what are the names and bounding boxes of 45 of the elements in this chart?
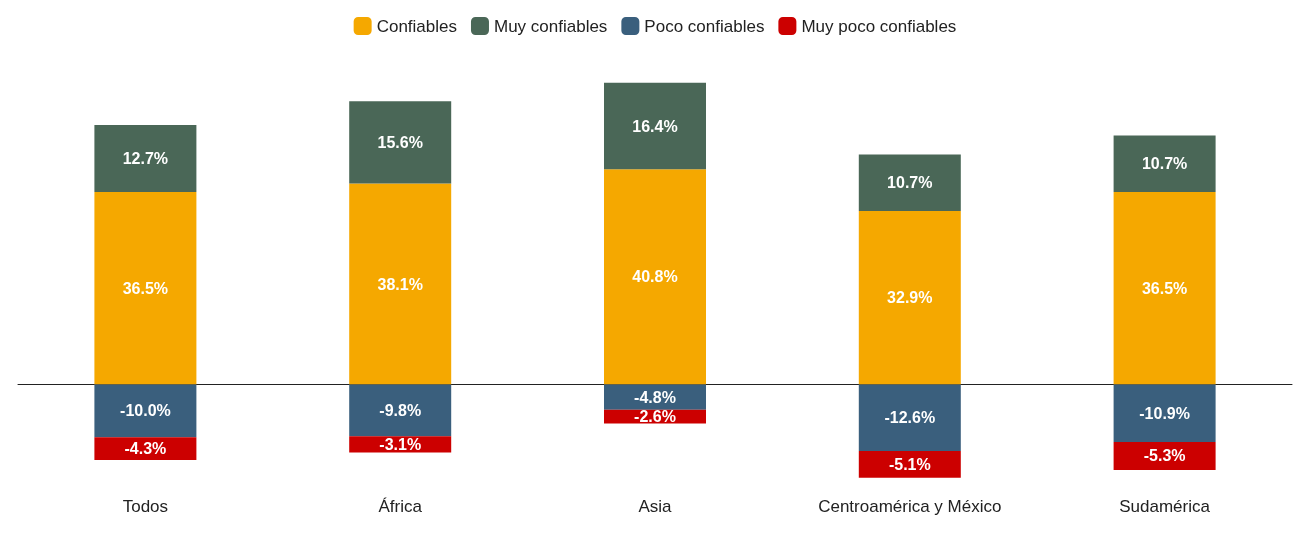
bar xyxy=(94,124,197,192)
data-label: -10.0% xyxy=(120,402,171,420)
data-label: 10.7% xyxy=(887,174,933,192)
bar xyxy=(604,82,706,170)
data-label: 38.1% xyxy=(377,275,423,293)
bar xyxy=(604,169,706,385)
data-label: 40.8% xyxy=(632,268,678,286)
data-label: -12.6% xyxy=(884,409,936,427)
data-label: -4.3% xyxy=(124,440,167,458)
data-label: 10.7% xyxy=(1141,155,1188,173)
data-label: 15.6% xyxy=(377,133,423,151)
bar xyxy=(349,384,452,437)
bar xyxy=(1113,191,1216,385)
bar xyxy=(858,450,961,478)
x-tick-label: Sudamérica xyxy=(1119,497,1211,516)
legend-label: Confiables xyxy=(376,16,457,36)
data-label: -5.1% xyxy=(888,455,931,473)
bar xyxy=(1113,442,1216,470)
data-label: 32.9% xyxy=(887,289,933,307)
data-label: 12.7% xyxy=(122,149,169,167)
bar xyxy=(94,191,197,385)
x-tick-label: África xyxy=(378,497,423,516)
legend-label: Muy poco confiables xyxy=(801,16,957,36)
data-label: 16.4% xyxy=(632,117,678,135)
x-tick-label: Asia xyxy=(638,497,673,516)
data-label: 36.5% xyxy=(1141,279,1188,297)
data-label: -10.9% xyxy=(1139,404,1190,422)
data-label: -4.8% xyxy=(634,388,676,406)
data-label: -9.8% xyxy=(379,401,422,419)
x-tick-label: Centroamérica y México xyxy=(818,497,1002,516)
bar xyxy=(858,384,961,451)
x-tick-label: Todos xyxy=(122,497,169,516)
bar xyxy=(349,101,452,184)
legend-label: Muy confiables xyxy=(493,16,608,36)
bar xyxy=(1113,384,1216,442)
data-label: -2.6% xyxy=(634,408,676,426)
legend-label: Poco confiables xyxy=(644,16,765,36)
data-label: 36.5% xyxy=(122,279,169,297)
bar xyxy=(94,384,197,438)
bar xyxy=(349,183,452,385)
bar xyxy=(858,210,961,385)
bar xyxy=(1113,135,1216,192)
data-label: -3.1% xyxy=(379,435,422,453)
data-label: -5.3% xyxy=(1143,447,1186,465)
bar xyxy=(858,154,961,211)
